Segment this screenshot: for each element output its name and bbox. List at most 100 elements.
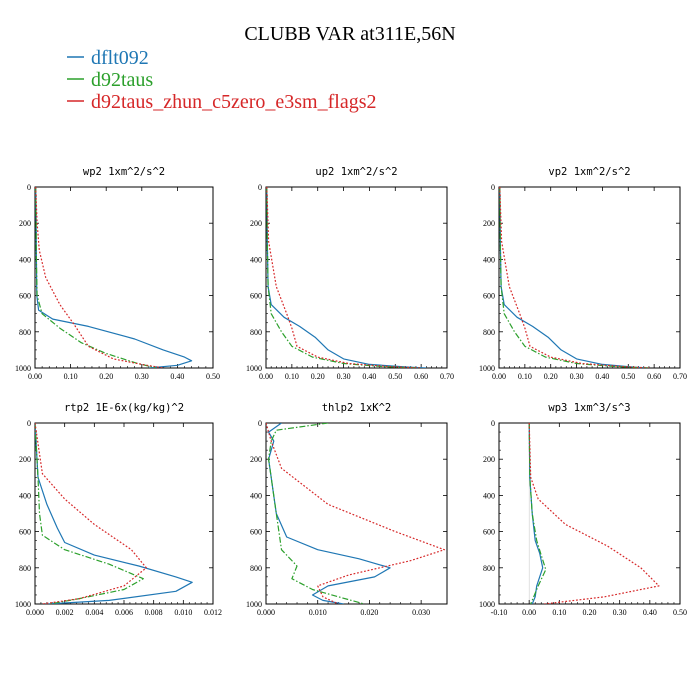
x-tick-label-5-0: -0.10	[491, 608, 508, 617]
panel-4: thlp2 1xK^2 0.000 0.010 0.020 0.030 0 200 400 60…	[246, 402, 448, 617]
y-tick-label-1-0: 0	[258, 183, 262, 192]
x-tick-label-3-4: 0.008	[145, 608, 163, 617]
series-line-0-0	[35, 187, 193, 368]
x-tick-label-1-1: 0.10	[285, 372, 299, 381]
x-tick-label-1-5: 0.50	[388, 372, 402, 381]
x-tick-label-0-2: 0.20	[99, 372, 113, 381]
x-tick-label-4-2: 0.020	[360, 608, 378, 617]
y-tick-label-2-3: 600	[483, 292, 495, 301]
x-tick-label-3-0: 0.000	[26, 608, 44, 617]
y-tick-label-3-1: 200	[19, 455, 31, 464]
x-tick-label-2-3: 0.30	[570, 372, 584, 381]
x-tick-label-4-3: 0.030	[412, 608, 430, 617]
y-tick-label-2-5: 1000	[479, 364, 495, 373]
y-tick-label-0-3: 600	[19, 292, 31, 301]
y-tick-label-3-2: 400	[19, 491, 31, 500]
y-tick-label-2-1: 200	[483, 219, 495, 228]
y-tick-label-2-2: 400	[483, 255, 495, 264]
y-tick-label-4-2: 400	[250, 491, 262, 500]
y-tick-label-0-1: 200	[19, 219, 31, 228]
x-tick-label-1-0: 0.00	[259, 372, 273, 381]
plot-frame-5	[498, 422, 681, 605]
y-tick-label-1-1: 200	[250, 219, 262, 228]
y-tick-label-4-4: 800	[250, 564, 262, 573]
series-line-5-1	[528, 423, 547, 604]
y-tick-label-5-1: 200	[483, 455, 495, 464]
x-tick-label-5-6: 0.50	[673, 608, 687, 617]
x-tick-label-0-1: 0.10	[64, 372, 78, 381]
panel-title-0: wp2 1xm^2/s^2	[83, 166, 165, 178]
panel-title-2: vp2 1xm^2/s^2	[548, 166, 630, 178]
series-line-1-1	[266, 187, 422, 368]
x-tick-label-1-7: 0.70	[440, 372, 454, 381]
y-tick-label-3-0: 0	[27, 419, 31, 428]
y-tick-label-1-3: 600	[250, 292, 262, 301]
panel-2: vp2 1xm^2/s^2 0.00 0.10 0.20 0.30 0.40 0.50 0.6…	[479, 166, 687, 381]
y-tick-label-3-5: 1000	[15, 600, 31, 609]
plot-frame-3	[34, 422, 214, 605]
y-tick-label-0-5: 1000	[15, 364, 31, 373]
x-tick-label-2-1: 0.10	[518, 372, 532, 381]
series-line-4-1	[268, 423, 365, 604]
y-tick-label-2-0: 0	[491, 183, 495, 192]
series-line-2-2	[499, 187, 650, 368]
plot-frame-2	[498, 186, 681, 369]
series-line-1-0	[266, 187, 427, 368]
y-tick-label-4-0: 0	[258, 419, 262, 428]
x-tick-label-3-6: 0.012	[204, 608, 222, 617]
y-tick-label-4-5: 1000	[246, 600, 262, 609]
legend: dflt092d92tausd92taus_zhun_c5zero_e3sm_f…	[67, 47, 376, 113]
series-line-0-1	[35, 187, 157, 368]
series-line-5-2	[528, 423, 660, 604]
panels: wp2 1xm^2/s^2 0.00 0.10 0.20 0.30 0.40 0.50 0 20…	[15, 166, 687, 617]
x-tick-label-5-4: 0.30	[613, 608, 627, 617]
y-tick-label-1-4: 800	[250, 328, 262, 337]
panel-title-1: up2 1xm^2/s^2	[315, 166, 397, 178]
panel-title-4: thlp2 1xK^2	[322, 402, 392, 414]
series-line-3-2	[35, 423, 147, 604]
y-tick-label-2-4: 800	[483, 328, 495, 337]
y-tick-label-3-4: 800	[19, 564, 31, 573]
x-tick-label-3-1: 0.002	[56, 608, 74, 617]
legend-label-1: d92taus	[91, 69, 153, 91]
panel-3: rtp2 1E-6x(kg/kg)^2 0.000 0.002 0.004 0.006 0…	[15, 402, 222, 617]
figure-title: CLUBB VAR at311E,56N	[244, 23, 455, 45]
y-tick-label-1-5: 1000	[246, 364, 262, 373]
x-tick-label-5-3: 0.20	[583, 608, 597, 617]
x-tick-label-2-0: 0.00	[492, 372, 506, 381]
series-line-4-2	[266, 423, 445, 604]
x-tick-label-5-1: 0.00	[522, 608, 536, 617]
series-line-0-2	[35, 187, 164, 368]
x-tick-label-5-2: 0.10	[552, 608, 566, 617]
x-tick-label-2-4: 0.40	[595, 372, 609, 381]
x-tick-label-3-3: 0.006	[115, 608, 133, 617]
plot-frame-1	[265, 186, 448, 369]
x-tick-label-4-0: 0.000	[257, 608, 275, 617]
y-tick-label-5-3: 600	[483, 528, 495, 537]
x-tick-label-0-3: 0.30	[135, 372, 149, 381]
panel-0: wp2 1xm^2/s^2 0.00 0.10 0.20 0.30 0.40 0.50 0 20…	[15, 166, 220, 381]
y-tick-label-5-5: 1000	[479, 600, 495, 609]
panel-5: wp3 1xm^3/s^3 -0.10 0.00 0.10 0.20 0.30 0.40 0.…	[479, 402, 687, 617]
y-tick-label-5-0: 0	[491, 419, 495, 428]
x-tick-label-1-6: 0.60	[414, 372, 428, 381]
x-tick-label-2-7: 0.70	[673, 372, 687, 381]
legend-label-0: dflt092	[91, 47, 149, 69]
x-tick-label-0-4: 0.40	[170, 372, 184, 381]
y-tick-label-1-2: 400	[250, 255, 262, 264]
x-tick-label-2-2: 0.20	[544, 372, 558, 381]
x-tick-label-1-4: 0.40	[362, 372, 376, 381]
y-tick-label-4-3: 600	[250, 528, 262, 537]
x-tick-label-0-0: 0.00	[28, 372, 42, 381]
series-line-1-2	[266, 187, 422, 368]
x-tick-label-2-5: 0.50	[621, 372, 635, 381]
panel-1: up2 1xm^2/s^2 0.00 0.10 0.20 0.30 0.40 0.50 0.6…	[246, 166, 454, 381]
y-tick-label-5-4: 800	[483, 564, 495, 573]
y-tick-label-0-0: 0	[27, 183, 31, 192]
y-tick-label-4-1: 200	[250, 455, 262, 464]
series-line-2-1	[499, 187, 650, 368]
x-tick-label-0-5: 0.50	[206, 372, 220, 381]
plot-frame-0	[34, 186, 214, 369]
legend-label-2: d92taus_zhun_c5zero_e3sm_flags2	[91, 91, 376, 113]
